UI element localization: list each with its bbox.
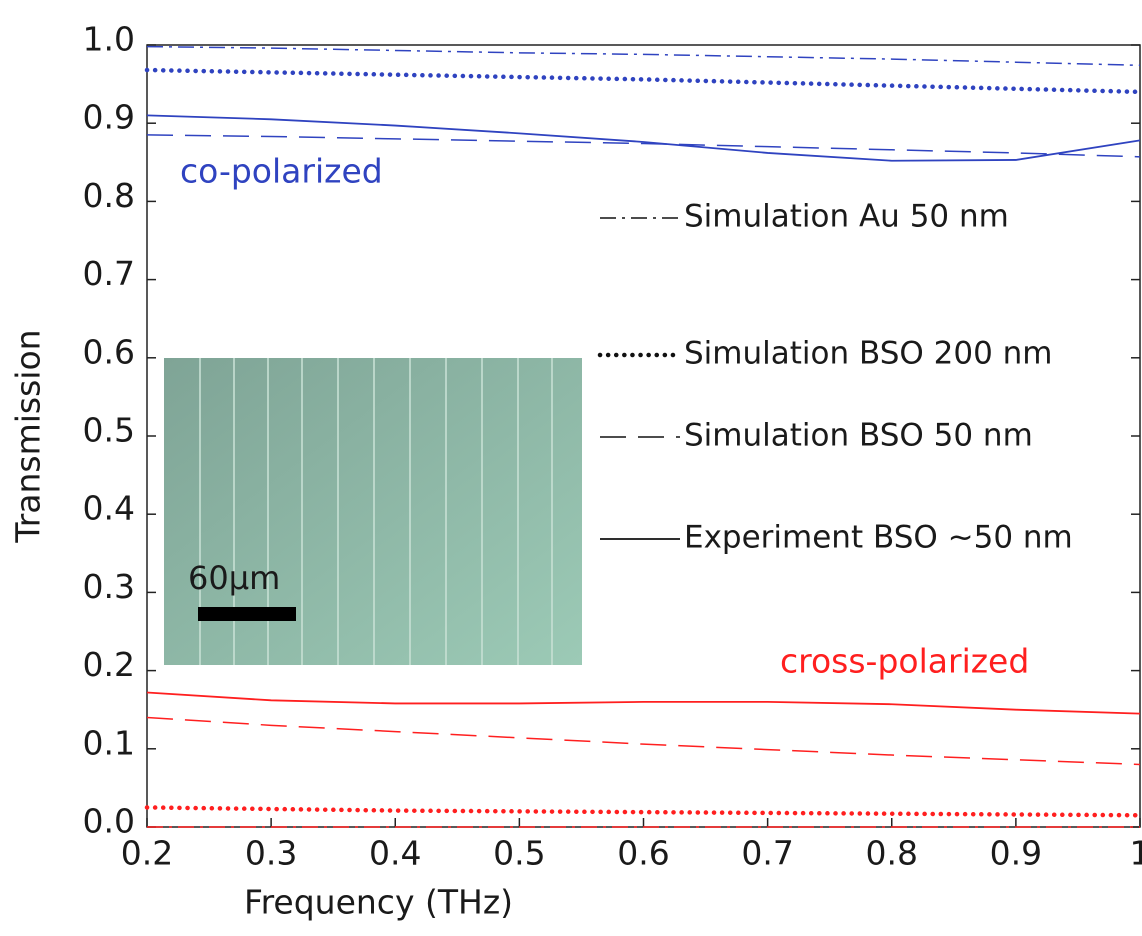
- y-tick-label: 0.8: [83, 176, 135, 215]
- x-tick-label: 0.5: [493, 834, 545, 873]
- x-tick-label: 0.7: [741, 834, 793, 873]
- series-line: [147, 807, 1140, 815]
- scale-label: 60µm: [188, 559, 280, 597]
- y-tick-label: 0.5: [83, 411, 135, 450]
- legend-label: Simulation BSO 200 nm: [684, 336, 1053, 372]
- x-tick-label: 0.2: [121, 834, 173, 873]
- x-tick-label: 1: [1130, 834, 1142, 873]
- x-tick-label: 0.4: [369, 834, 421, 873]
- series-line: [147, 692, 1140, 713]
- x-tick-label: 0.8: [866, 834, 918, 873]
- y-tick-label: 0.1: [83, 723, 135, 762]
- x-axis-label: Frequency (THz): [244, 883, 513, 922]
- series-line: [147, 70, 1140, 92]
- y-tick-label: 0.6: [83, 332, 135, 371]
- group-label: cross-polarized: [780, 642, 1029, 681]
- x-tick-label: 0.6: [617, 834, 669, 873]
- y-tick-label: 1.0: [83, 20, 135, 59]
- x-tick-label: 0.9: [990, 834, 1042, 873]
- series-line: [147, 47, 1140, 66]
- series-line: [147, 718, 1140, 765]
- y-tick-label: 0.4: [83, 489, 135, 528]
- x-tick-label: 0.3: [245, 834, 297, 873]
- legend-label: Simulation Au 50 nm: [684, 199, 1009, 235]
- y-tick-label: 0.9: [83, 98, 135, 137]
- scale-bar: [198, 607, 296, 621]
- y-tick-label: 0.7: [83, 254, 135, 293]
- y-tick-label: 0.3: [83, 567, 135, 606]
- legend-label: Experiment BSO ~50 nm: [684, 520, 1073, 556]
- legend-label: Simulation BSO 50 nm: [684, 418, 1033, 454]
- inset-image: 60µm: [164, 358, 582, 665]
- y-axis-label: Transmission: [9, 329, 48, 543]
- y-tick-label: 0.2: [83, 645, 135, 684]
- group-label: co-polarized: [180, 152, 383, 191]
